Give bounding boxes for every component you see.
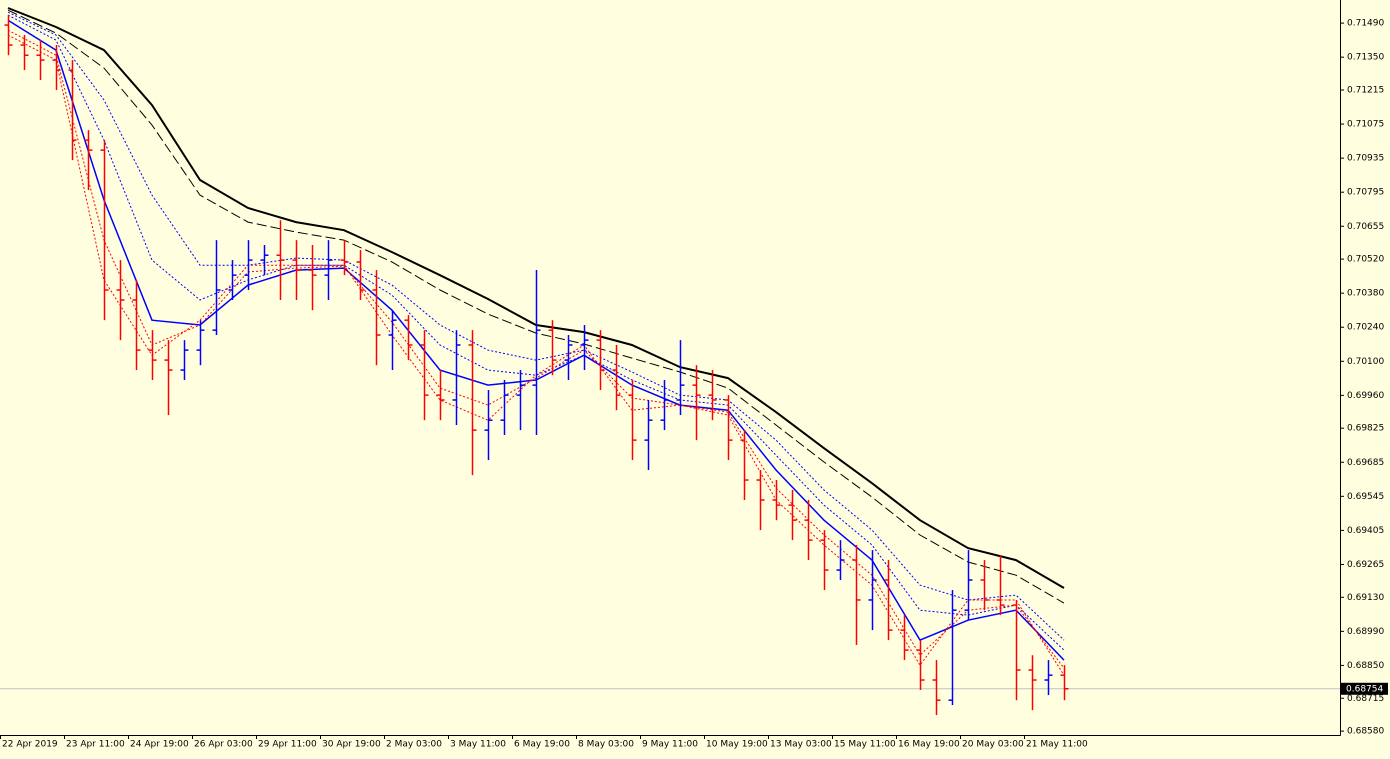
x-tick-label: 13 May 03:00 xyxy=(770,740,832,750)
y-tick-label: 0.69825 xyxy=(1347,424,1384,434)
y-tick-label: 0.70795 xyxy=(1347,188,1384,198)
y-tick-label: 0.68715 xyxy=(1347,694,1384,704)
current-price-tag xyxy=(1341,682,1388,695)
x-tick-label: 29 Apr 11:00 xyxy=(258,740,317,750)
y-tick-label: 0.70240 xyxy=(1347,323,1384,333)
y-tick-label: 0.70100 xyxy=(1347,357,1384,367)
y-tick-label: 0.69405 xyxy=(1347,526,1384,536)
current-price-label: 0.68754 xyxy=(1346,684,1383,694)
x-tick-label: 15 May 11:00 xyxy=(834,740,896,750)
y-tick-label: 0.68990 xyxy=(1347,627,1384,637)
y-tick-label: 0.69265 xyxy=(1347,560,1384,570)
x-tick-label: 3 May 11:00 xyxy=(450,740,506,750)
plot-area xyxy=(0,7,1340,716)
y-tick-label: 0.71490 xyxy=(1347,19,1384,29)
x-tick-label: 20 May 03:00 xyxy=(962,740,1024,750)
y-tick-label: 0.68850 xyxy=(1347,661,1384,671)
x-tick-label: 6 May 19:00 xyxy=(514,740,570,750)
y-tick-label: 0.68580 xyxy=(1347,727,1384,737)
y-tick-label: 0.71075 xyxy=(1347,120,1384,130)
y-tick-label: 0.69960 xyxy=(1347,391,1384,401)
x-tick-label: 30 Apr 19:00 xyxy=(322,740,381,750)
x-tick-label: 24 Apr 19:00 xyxy=(130,740,189,750)
x-tick-label: 8 May 03:00 xyxy=(578,740,634,750)
y-tick-label: 0.69545 xyxy=(1347,492,1384,502)
x-tick-label: 21 May 11:00 xyxy=(1026,740,1088,750)
x-tick-label: 9 May 11:00 xyxy=(642,740,698,750)
y-tick-label: 0.69130 xyxy=(1347,593,1384,603)
y-tick-label: 0.71215 xyxy=(1347,86,1384,96)
y-tick-label: 0.70655 xyxy=(1347,222,1384,232)
y-tick-label: 0.70935 xyxy=(1347,154,1384,164)
x-tick-label: 16 May 19:00 xyxy=(898,740,960,750)
x-tick-label: 23 Apr 11:00 xyxy=(66,740,125,750)
x-tick-label: 10 May 19:00 xyxy=(706,740,768,750)
x-tick-label: 2 May 03:00 xyxy=(386,740,442,750)
y-tick-label: 0.70520 xyxy=(1347,255,1384,265)
y-tick-label: 0.71350 xyxy=(1347,53,1384,63)
y-tick-label: 0.69685 xyxy=(1347,458,1384,468)
y-tick-label: 0.70380 xyxy=(1347,289,1384,299)
x-tick-label: 22 Apr 2019 xyxy=(2,740,58,750)
x-tick-label: 26 Apr 03:00 xyxy=(194,740,253,750)
